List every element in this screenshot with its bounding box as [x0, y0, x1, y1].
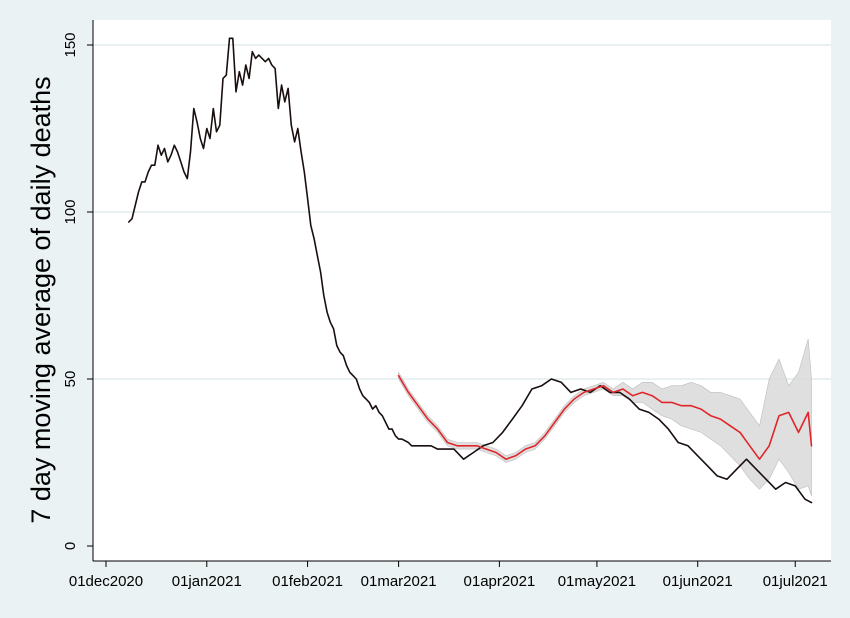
x-tick-label: 01may2021 — [558, 573, 636, 590]
x-tick-label: 01feb2021 — [272, 573, 343, 590]
y-tick-label: 50 — [62, 371, 79, 388]
gridlines — [93, 44, 831, 380]
axes — [92, 20, 831, 562]
x-tick-label: 01jun2021 — [663, 573, 733, 590]
x-ticks: 01dec2020 01jan2021 01feb2021 01mar2021 01ap… — [69, 561, 828, 590]
plot-area — [93, 20, 831, 561]
y-axis-title: 7 day moving average of daily deaths — [26, 76, 56, 523]
modelled-series-line — [397, 374, 813, 461]
x-tick-label: 01apr2021 — [464, 573, 536, 590]
x-tick-label: 01dec2020 — [69, 573, 143, 590]
x-tick-label: 01mar2021 — [361, 573, 437, 590]
y-tick-label: 150 — [62, 32, 79, 57]
y-tick-label: 100 — [62, 199, 79, 224]
y-ticks: 0 50 100 150 — [62, 32, 93, 550]
series-lines — [128, 37, 813, 504]
x-tick-label: 01jul2021 — [763, 573, 828, 590]
y-tick-label: 0 — [62, 542, 79, 550]
x-tick-label: 01jan2021 — [172, 573, 242, 590]
observed-series-line — [128, 37, 813, 504]
